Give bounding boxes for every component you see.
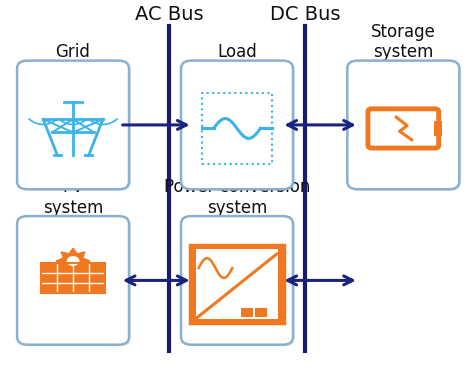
- FancyBboxPatch shape: [17, 61, 129, 189]
- FancyBboxPatch shape: [183, 62, 295, 191]
- FancyBboxPatch shape: [19, 217, 131, 346]
- Bar: [241, 308, 254, 317]
- Bar: [434, 121, 442, 136]
- Bar: [41, 263, 105, 293]
- Text: PV
system: PV system: [43, 178, 103, 217]
- FancyBboxPatch shape: [347, 61, 459, 189]
- FancyBboxPatch shape: [181, 61, 293, 189]
- Text: Power conversion
system: Power conversion system: [164, 178, 310, 217]
- Text: DC Bus: DC Bus: [270, 5, 340, 24]
- FancyBboxPatch shape: [181, 216, 293, 345]
- Text: Storage
system: Storage system: [371, 22, 436, 61]
- FancyBboxPatch shape: [19, 62, 131, 191]
- Bar: [190, 245, 284, 323]
- Text: Grid: Grid: [55, 43, 91, 61]
- FancyBboxPatch shape: [17, 216, 129, 345]
- Bar: [190, 245, 284, 323]
- Polygon shape: [56, 248, 90, 274]
- Text: AC Bus: AC Bus: [135, 5, 203, 24]
- FancyBboxPatch shape: [202, 93, 272, 164]
- Bar: [255, 308, 267, 317]
- FancyBboxPatch shape: [349, 62, 461, 191]
- FancyBboxPatch shape: [368, 109, 438, 148]
- Bar: [41, 263, 105, 293]
- Text: Load: Load: [217, 43, 257, 61]
- Bar: [196, 249, 278, 319]
- FancyBboxPatch shape: [183, 217, 295, 346]
- Circle shape: [67, 257, 79, 265]
